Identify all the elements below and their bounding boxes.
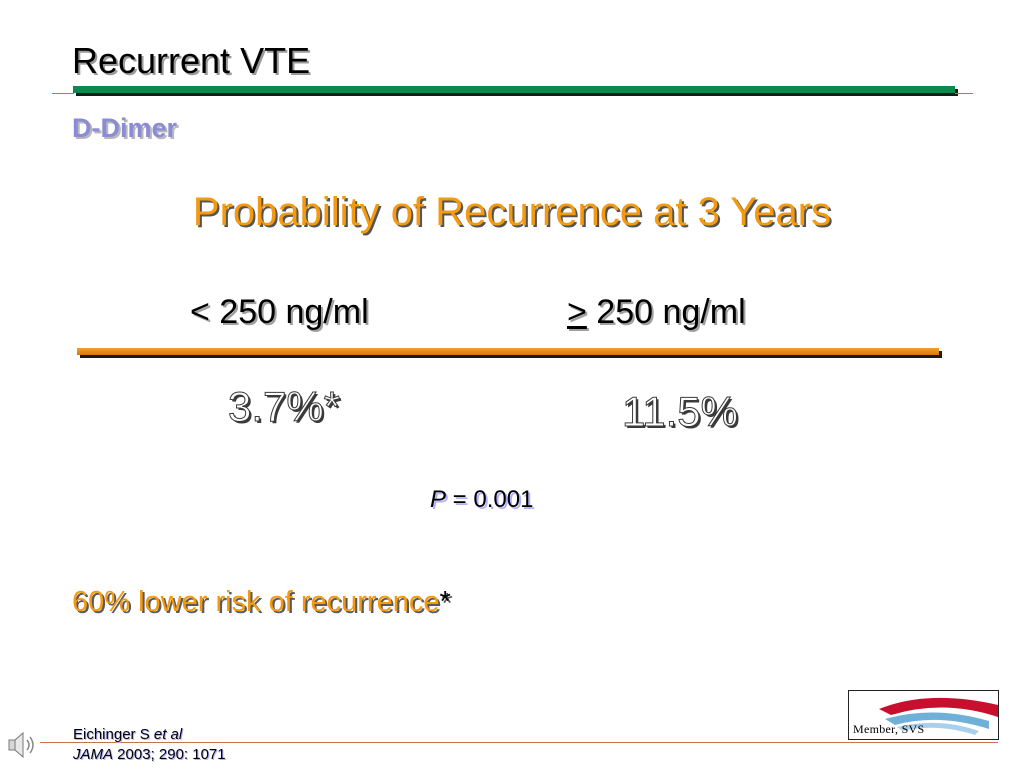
- citation-details: 2003; 290: 1071: [113, 746, 226, 763]
- value-high-dimer: 11.5%: [622, 388, 739, 436]
- citation-line-2: JAMA 2003; 290: 1071: [73, 746, 226, 763]
- svs-logo-text: Member, SVS: [853, 722, 925, 736]
- column-header-high: > 250 ng/ml: [567, 293, 746, 332]
- slide-title: Recurrent VTE: [72, 40, 311, 81]
- footer-rule: [40, 742, 998, 743]
- table-rule: [77, 348, 939, 355]
- speaker-icon[interactable]: [5, 728, 39, 762]
- slide-subtitle: D-Dimer: [72, 113, 178, 143]
- risk-note: 60% lower risk of recurrence*: [72, 586, 451, 619]
- citation-journal: JAMA: [73, 746, 114, 763]
- title-thin-rule-left: [52, 93, 74, 94]
- column-header-high-label: 250 ng/ml: [586, 293, 746, 331]
- citation-line-1: Eichinger S et al: [73, 726, 182, 743]
- p-value-symbol: P: [430, 486, 447, 513]
- title-accent-bar: [73, 86, 955, 93]
- greater-or-equal-symbol: >: [567, 293, 587, 331]
- risk-note-text: 60% lower risk of recurrence: [72, 586, 440, 618]
- citation-et-al: et al: [153, 726, 183, 743]
- column-header-low: < 250 ng/ml: [190, 293, 369, 332]
- value-low-dimer: 3.7%*: [227, 383, 341, 431]
- svs-logo-swoosh: [879, 697, 998, 735]
- citation-author: Eichinger S: [73, 726, 154, 743]
- column-header-low-label: 250 ng/ml: [209, 293, 369, 331]
- svs-member-logo: Member, SVS: [848, 690, 999, 740]
- risk-note-marker: *: [439, 586, 451, 618]
- title-thin-rule-right: [955, 93, 973, 94]
- less-than-symbol: <: [190, 293, 210, 331]
- p-value: P = 0.001: [430, 486, 533, 514]
- probability-heading: Probability of Recurrence at 3 Years: [192, 190, 832, 234]
- p-value-text: = 0.001: [446, 486, 534, 513]
